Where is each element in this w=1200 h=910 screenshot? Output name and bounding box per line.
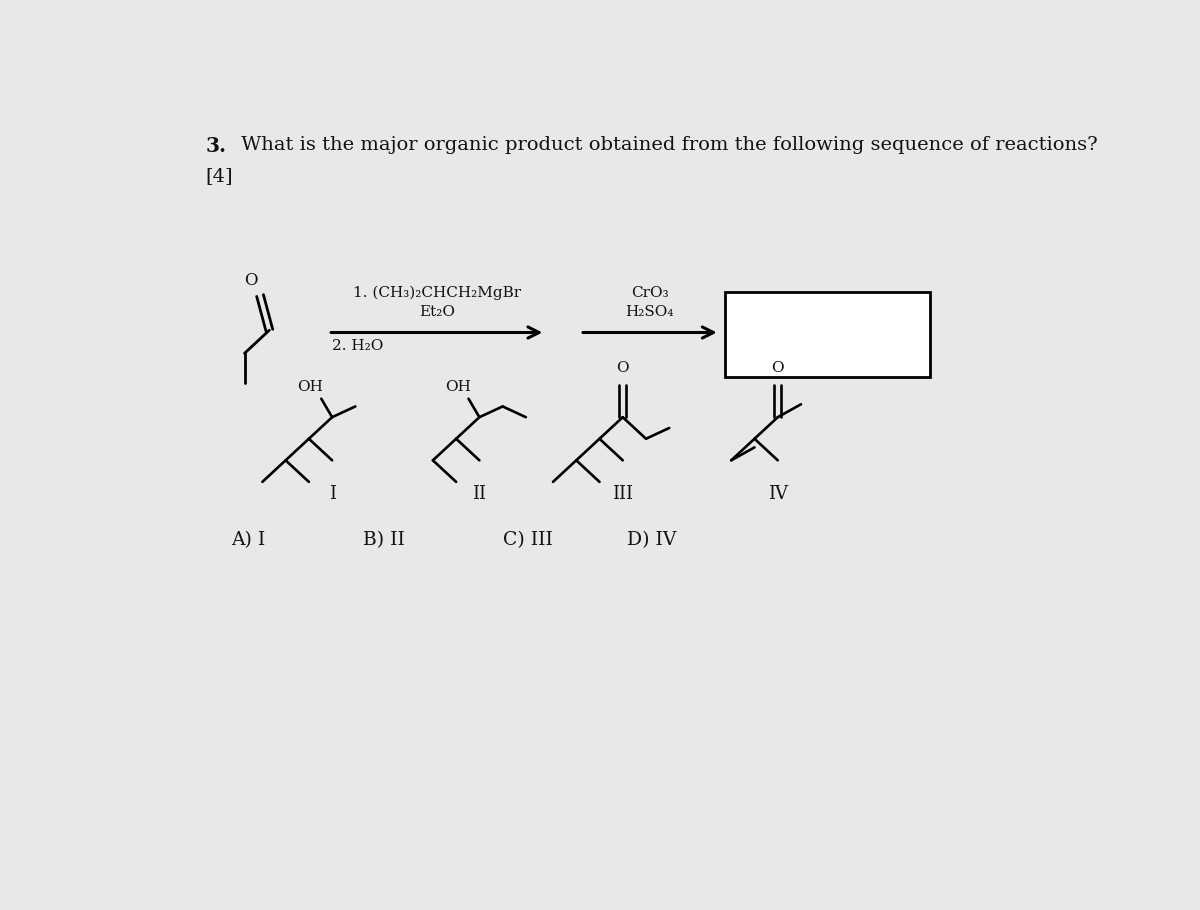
Text: O: O [772,361,784,375]
Text: OH: OH [298,380,323,394]
Text: II: II [473,485,486,503]
Text: D) IV: D) IV [626,531,676,549]
Text: [4]: [4] [206,167,234,185]
Text: O: O [244,272,258,289]
Text: I: I [329,485,336,503]
Text: H₂SO₄: H₂SO₄ [625,305,674,318]
Text: OH: OH [445,380,470,394]
Text: C) III: C) III [503,531,552,549]
Text: B) II: B) II [364,531,406,549]
Text: 3.: 3. [206,136,227,157]
Text: What is the major organic product obtained from the following sequence of reacti: What is the major organic product obtain… [235,136,1098,154]
Text: O: O [617,361,629,375]
Bar [725,292,930,377]
Text: IV: IV [768,485,787,503]
Text: A) I: A) I [232,531,265,549]
Text: Et₂O: Et₂O [419,305,455,318]
Text: 2. H₂O: 2. H₂O [332,339,384,353]
Text: III: III [612,485,634,503]
Text: CrO₃: CrO₃ [631,286,668,300]
Text: 1. (CH₃)₂CHCH₂MgBr: 1. (CH₃)₂CHCH₂MgBr [353,286,521,300]
